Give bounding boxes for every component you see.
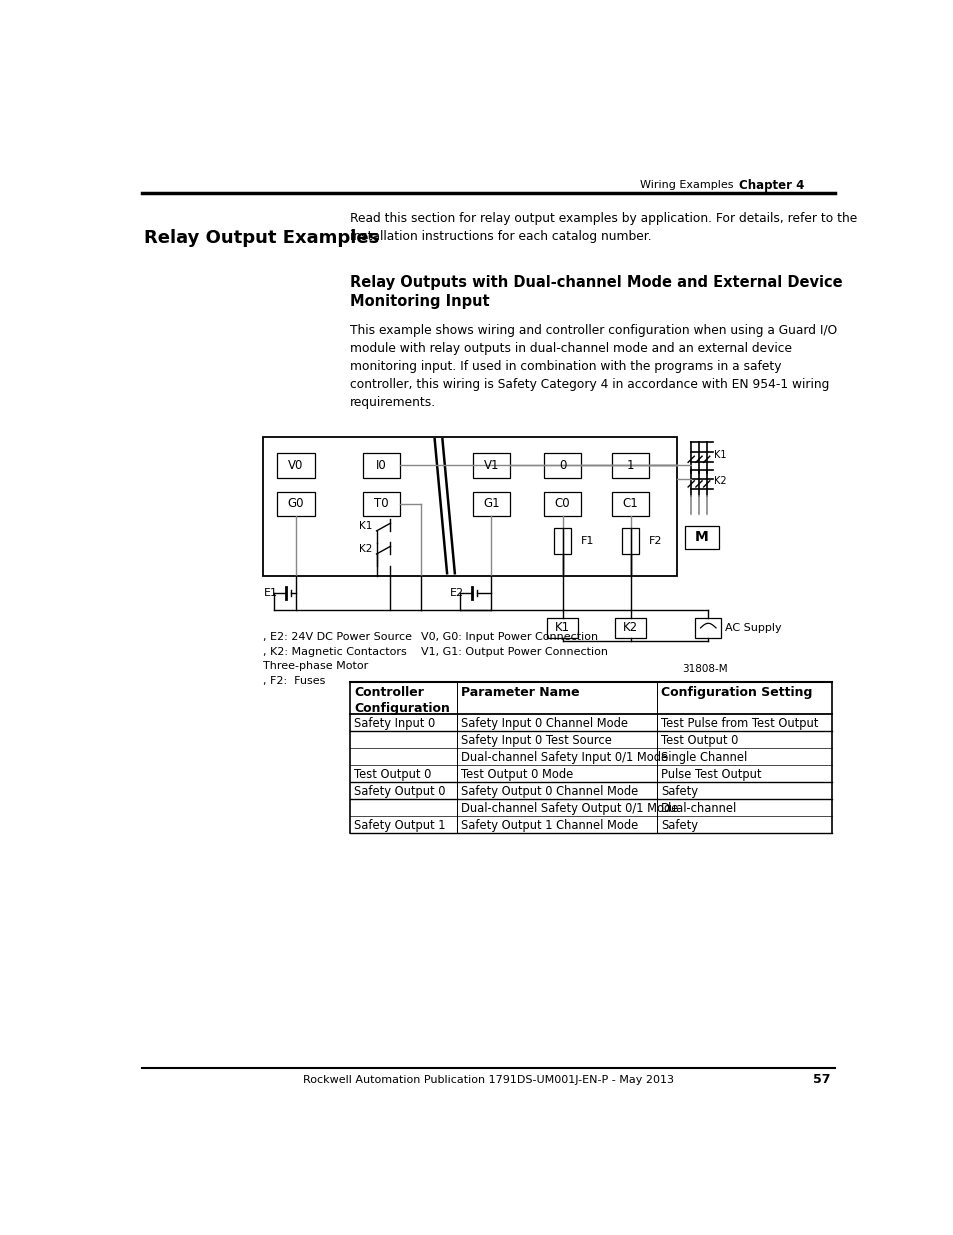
Text: I0: I0	[375, 459, 386, 472]
Text: 1: 1	[626, 459, 634, 472]
Text: 0: 0	[558, 459, 566, 472]
Text: , E2: 24V DC Power Source
, K2: Magnetic Contactors
Three-phase Motor
, F2:  Fus: , E2: 24V DC Power Source , K2: Magnetic…	[262, 632, 411, 687]
Bar	[362, 492, 399, 516]
Text: Test Output 0: Test Output 0	[660, 734, 738, 747]
Text: Rockwell Automation Publication 1791DS-UM001J-EN-P - May 2013: Rockwell Automation Publication 1791DS-U…	[303, 1074, 674, 1084]
Text: C1: C1	[622, 498, 638, 510]
Text: AC Supply: AC Supply	[724, 622, 781, 632]
Bar	[277, 492, 314, 516]
Text: V1: V1	[483, 459, 498, 472]
Text: Pulse Test Output: Pulse Test Output	[660, 768, 760, 781]
Text: Test Output 0: Test Output 0	[354, 768, 431, 781]
Text: Safety: Safety	[660, 785, 698, 798]
Text: Relay Output Examples: Relay Output Examples	[144, 228, 379, 247]
Text: Single Channel: Single Channel	[660, 751, 746, 764]
Bar	[546, 618, 578, 638]
Text: 31808-M: 31808-M	[681, 664, 727, 674]
Text: T0: T0	[374, 498, 388, 510]
Text: V0, G0: Input Power Connection
V1, G1: Output Power Connection: V0, G0: Input Power Connection V1, G1: O…	[421, 632, 608, 657]
Text: Chapter 4: Chapter 4	[739, 179, 803, 191]
Bar	[695, 618, 720, 638]
Text: Dual-channel Safety Input 0/1 Mode: Dual-channel Safety Input 0/1 Mode	[460, 751, 667, 764]
Text: E1: E1	[264, 588, 278, 598]
Text: K1: K1	[359, 521, 373, 531]
Text: K2: K2	[359, 545, 373, 555]
Text: Test Output 0 Mode: Test Output 0 Mode	[460, 768, 573, 781]
Text: Safety Input 0: Safety Input 0	[354, 718, 435, 730]
Text: Read this section for relay output examples by application. For details, refer t: Read this section for relay output examp…	[350, 212, 857, 243]
Text: C0: C0	[554, 498, 570, 510]
Bar	[472, 492, 509, 516]
Bar	[262, 437, 677, 576]
Text: Safety Output 0: Safety Output 0	[354, 785, 445, 798]
Text: E2: E2	[450, 588, 464, 598]
Text: Safety Output 0 Channel Mode: Safety Output 0 Channel Mode	[460, 785, 638, 798]
Text: K2: K2	[622, 621, 638, 635]
Text: G0: G0	[288, 498, 304, 510]
Text: Configuration Setting: Configuration Setting	[660, 685, 812, 699]
Bar	[472, 453, 509, 478]
Text: Safety: Safety	[660, 819, 698, 832]
Text: M: M	[695, 530, 708, 545]
Bar	[277, 453, 314, 478]
Bar	[612, 453, 649, 478]
Text: K1: K1	[555, 621, 570, 635]
Text: Controller
Configuration: Controller Configuration	[354, 685, 450, 715]
Bar	[543, 453, 580, 478]
Text: Dual-channel Safety Output 0/1 Mode: Dual-channel Safety Output 0/1 Mode	[460, 802, 678, 815]
Text: K1: K1	[714, 450, 726, 459]
Text: K2: K2	[714, 475, 726, 485]
Text: F2: F2	[649, 536, 662, 546]
Bar	[621, 527, 639, 555]
Bar	[684, 526, 719, 548]
Text: F1: F1	[580, 536, 594, 546]
Text: Relay Outputs with Dual-channel Mode and External Device
Monitoring Input: Relay Outputs with Dual-channel Mode and…	[350, 275, 841, 310]
Text: G1: G1	[482, 498, 499, 510]
Bar	[612, 492, 649, 516]
Text: Wiring Examples: Wiring Examples	[639, 180, 733, 190]
Text: Safety Output 1: Safety Output 1	[354, 819, 445, 832]
Text: V0: V0	[288, 459, 303, 472]
Text: Safety Output 1 Channel Mode: Safety Output 1 Channel Mode	[460, 819, 638, 832]
Text: Safety Input 0 Channel Mode: Safety Input 0 Channel Mode	[460, 718, 627, 730]
Text: 57: 57	[812, 1073, 830, 1087]
Text: Parameter Name: Parameter Name	[460, 685, 579, 699]
Bar	[362, 453, 399, 478]
Bar	[543, 492, 580, 516]
Text: This example shows wiring and controller configuration when using a Guard I/O
mo: This example shows wiring and controller…	[350, 324, 837, 409]
Bar	[554, 527, 571, 555]
Bar	[615, 618, 645, 638]
Text: Dual-channel: Dual-channel	[660, 802, 737, 815]
Text: Safety Input 0 Test Source: Safety Input 0 Test Source	[460, 734, 611, 747]
Text: Test Pulse from Test Output: Test Pulse from Test Output	[660, 718, 818, 730]
